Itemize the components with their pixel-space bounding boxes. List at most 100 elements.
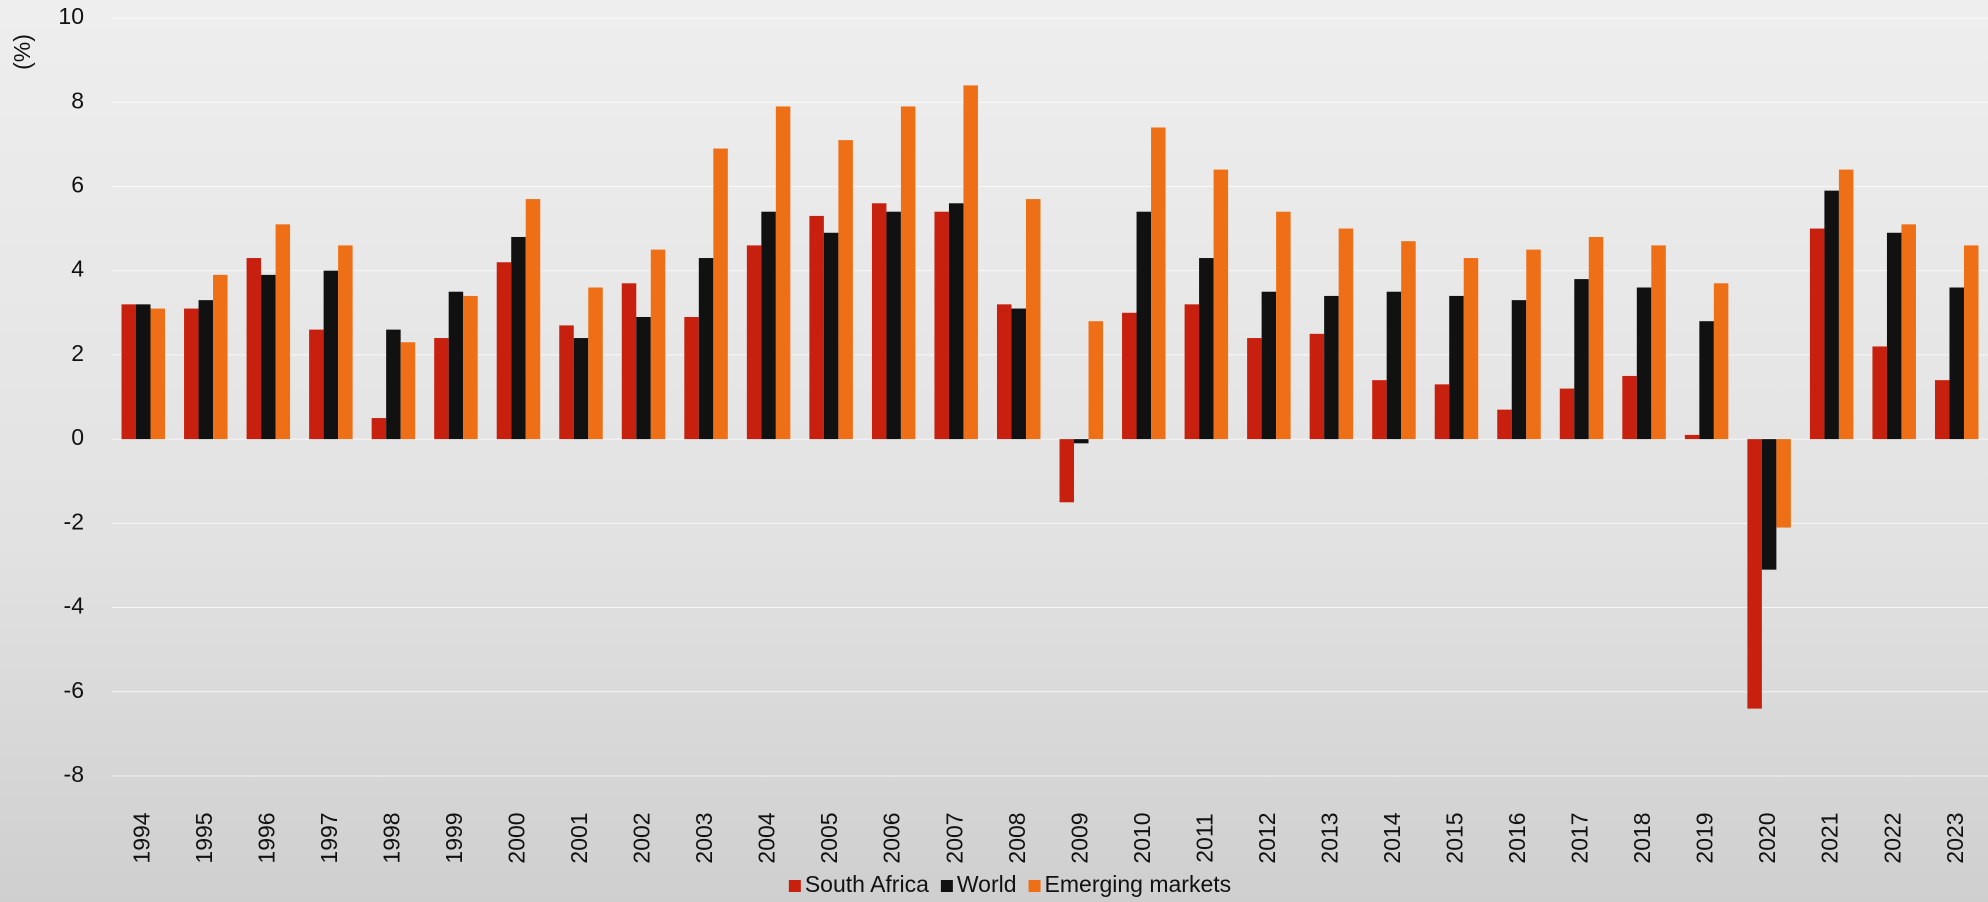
bar: [871, 203, 887, 440]
legend-label: South Africa: [805, 871, 929, 897]
bar: [1184, 304, 1200, 440]
bar: [636, 316, 651, 440]
x-tick-label: 1996: [253, 812, 279, 863]
bar: [213, 274, 228, 440]
y-tick-label: 10: [58, 3, 84, 29]
x-tick-label: 2019: [1692, 812, 1718, 863]
bar: [1713, 283, 1729, 440]
x-tick-label: 2018: [1629, 812, 1655, 863]
bar: [1574, 279, 1589, 440]
x-tick-label: 2009: [1066, 812, 1092, 863]
legend-label: World: [957, 871, 1017, 897]
y-axis-label: (%): [9, 34, 35, 70]
bar: [948, 203, 964, 440]
bar: [1088, 321, 1104, 440]
x-tick-label: 2005: [816, 812, 842, 863]
y-tick-label: -8: [64, 761, 84, 787]
bar: [1588, 236, 1604, 440]
bar: [900, 106, 916, 440]
bar: [1011, 308, 1026, 440]
y-tick-label: 2: [71, 340, 84, 366]
x-tick-label: 2015: [1442, 812, 1468, 863]
bar: [650, 249, 666, 440]
x-tick-label: 2006: [879, 812, 905, 863]
bar: [1872, 346, 1887, 440]
x-tick-label: 2016: [1504, 812, 1530, 863]
bar: [963, 85, 978, 440]
bar: [1151, 127, 1166, 440]
bar: [434, 338, 449, 440]
bar: [1136, 211, 1152, 440]
bar: [1324, 295, 1339, 440]
x-tick-label: 2008: [1004, 812, 1030, 863]
bar: [573, 338, 589, 440]
bar: [525, 199, 541, 440]
bar: [775, 106, 791, 440]
bar: [1776, 439, 1791, 528]
x-tick-label: 2021: [1817, 812, 1843, 863]
bar: [1338, 228, 1354, 440]
legend-swatch: [940, 880, 953, 892]
x-tick-label: 2011: [1191, 813, 1217, 862]
x-tick-label: 1994: [128, 812, 154, 863]
bar: [1309, 333, 1325, 440]
bar: [386, 329, 401, 440]
y-tick-label: -2: [64, 508, 84, 534]
bar: [1901, 224, 1916, 440]
bar: [1809, 228, 1825, 440]
legend-swatch: [788, 880, 801, 892]
bar: [309, 329, 324, 440]
bar: [1886, 232, 1902, 440]
bar: [588, 287, 603, 440]
bar: [371, 418, 387, 440]
bar: [1434, 384, 1450, 440]
bar: [761, 211, 776, 440]
x-tick-label: 1999: [441, 812, 467, 863]
x-tick-label: 2002: [629, 812, 655, 863]
x-tick-label: 2014: [1379, 812, 1405, 863]
bar: [511, 236, 526, 440]
bar: [496, 262, 512, 440]
bar: [809, 215, 824, 440]
x-tick-label: 2022: [1879, 812, 1905, 863]
bar: [934, 211, 949, 440]
bar: [463, 295, 478, 440]
y-tick-label: 6: [71, 172, 84, 198]
bar: [1276, 211, 1291, 440]
bar: [1247, 338, 1262, 440]
x-tick-label: 2010: [1129, 812, 1155, 863]
y-tick-label: 4: [71, 256, 84, 282]
x-tick-label: 1998: [378, 812, 404, 863]
bar: [1651, 245, 1666, 440]
y-tick-label: 8: [71, 87, 84, 113]
bar: [1372, 380, 1387, 440]
bar: [150, 308, 166, 440]
bar: [261, 274, 276, 440]
bar: [1463, 258, 1479, 440]
bar: [1526, 249, 1541, 440]
bar: [1074, 439, 1089, 444]
y-tick-label: 0: [71, 424, 84, 450]
x-tick-label: 2000: [504, 812, 530, 863]
bar: [1449, 295, 1464, 440]
bar: [1684, 434, 1700, 440]
x-tick-label: 2017: [1567, 812, 1593, 863]
bar: [1025, 199, 1041, 440]
bar: [136, 304, 151, 440]
bar: [1199, 258, 1214, 440]
legend-swatch: [1028, 880, 1041, 892]
bar: [684, 316, 699, 440]
bar: [246, 258, 262, 440]
bar: [1511, 300, 1527, 440]
bar: [1059, 439, 1075, 503]
y-tick-label: -6: [64, 677, 84, 703]
bar: [1747, 439, 1762, 709]
bar: [996, 304, 1012, 440]
bar: [1824, 190, 1839, 440]
bar: [448, 291, 464, 440]
bar: [121, 304, 137, 440]
y-tick-label: -4: [64, 593, 85, 619]
bar: [198, 300, 214, 440]
